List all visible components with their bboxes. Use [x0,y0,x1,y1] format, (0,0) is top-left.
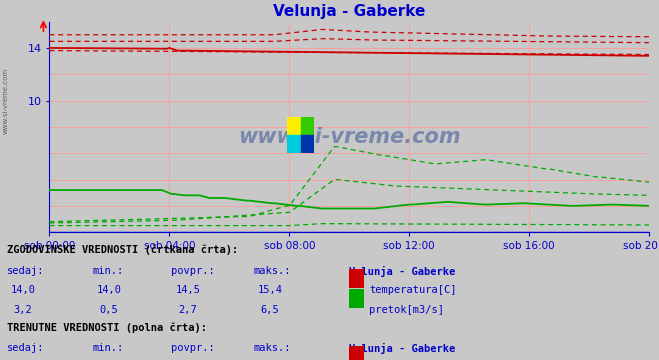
Text: 6,5: 6,5 [261,305,279,315]
FancyBboxPatch shape [349,346,364,360]
Text: 3,2: 3,2 [14,305,32,315]
Text: sedaj:: sedaj: [7,266,44,276]
Text: maks.:: maks.: [254,266,291,276]
Text: min.:: min.: [92,343,123,352]
Bar [301,117,314,135]
Text: pretok[m3/s]: pretok[m3/s] [369,305,444,315]
Bar [301,135,314,153]
Text: ZGODOVINSKE VREDNOSTI (črtkana črta):: ZGODOVINSKE VREDNOSTI (črtkana črta): [7,244,238,255]
Text: www.si-vreme.com: www.si-vreme.com [2,68,9,134]
Text: povpr.:: povpr.: [171,266,215,276]
Text: 0,5: 0,5 [100,305,118,315]
Text: temperatura[C]: temperatura[C] [369,285,457,296]
FancyBboxPatch shape [349,269,364,288]
Text: Velunja - Gaberke: Velunja - Gaberke [349,343,455,354]
Bar [287,117,301,135]
Text: 14,0: 14,0 [11,285,36,296]
Bar [287,135,301,153]
Text: sedaj:: sedaj: [7,343,44,352]
Title: Velunja - Gaberke: Velunja - Gaberke [273,4,426,19]
Text: www.si-vreme.com: www.si-vreme.com [238,127,461,148]
FancyBboxPatch shape [349,289,364,308]
Text: 15,4: 15,4 [258,285,283,296]
Text: min.:: min.: [92,266,123,276]
Text: Velunja - Gaberke: Velunja - Gaberke [349,266,455,276]
Text: TRENUTNE VREDNOSTI (polna črta):: TRENUTNE VREDNOSTI (polna črta): [7,323,206,333]
Text: 14,5: 14,5 [175,285,200,296]
Text: 14,0: 14,0 [96,285,121,296]
Text: 2,7: 2,7 [179,305,197,315]
Text: povpr.:: povpr.: [171,343,215,352]
Text: maks.:: maks.: [254,343,291,352]
